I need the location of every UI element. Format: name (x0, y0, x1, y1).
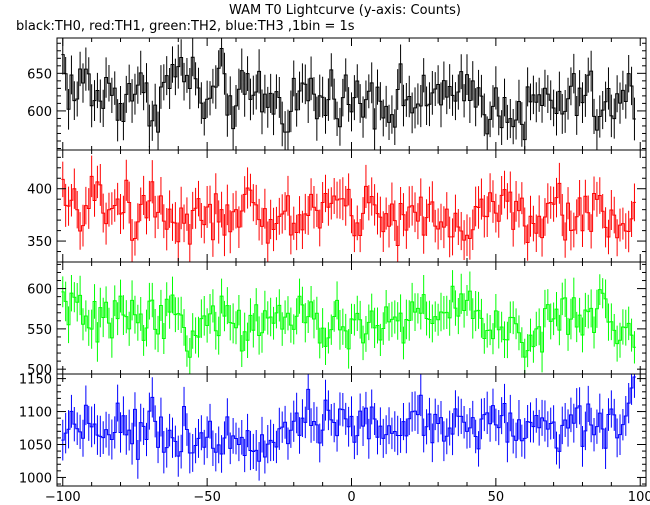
x-tick-label: −50 (193, 490, 220, 505)
x-tick-label: 0 (347, 490, 355, 505)
y-tick-label: 600 (27, 105, 52, 120)
x-axis: −100 −50 0 50 100 (45, 490, 650, 505)
series-errors (62, 270, 635, 374)
y-tick-label: 1100 (19, 406, 52, 421)
x-tick-label: −100 (45, 490, 81, 505)
series-line (61, 175, 636, 246)
y-tick-label: 650 (27, 67, 52, 82)
series-errors (62, 155, 635, 262)
y-tick-label: 350 (27, 235, 52, 250)
chart-subtitle: black:TH0, red:TH1, green:TH2, blue:TH3 … (16, 19, 355, 34)
y-tick-label: 1150 (19, 373, 52, 388)
panels-group: 600 650 350 400 500 550 600 1000 1050 1100 1150 (19, 37, 647, 487)
error-bars-th2 (61, 270, 636, 374)
error-bars-th1 (61, 155, 636, 262)
series-line (61, 285, 636, 358)
y-tick-label: 550 (27, 323, 52, 338)
chart-title: WAM T0 Lightcurve (y-axis: Counts) (229, 3, 461, 18)
panel-th2: 500 550 600 (27, 261, 647, 378)
panel-th3: 1000 1050 1100 1150 (19, 373, 647, 487)
series-line (61, 48, 636, 141)
series-line (61, 376, 636, 462)
x-tick-label: 50 (488, 490, 505, 505)
error-bars-th3 (61, 374, 636, 481)
panel-th0: 600 650 (27, 37, 647, 151)
series-errors (62, 374, 635, 481)
y-tick-label: 1000 (19, 471, 52, 486)
x-tick-label: 100 (628, 490, 650, 505)
panel-th1: 350 400 (27, 149, 647, 263)
y-tick-label: 500 (27, 363, 52, 378)
y-tick-label: 400 (27, 183, 52, 198)
y-tick-label: 600 (27, 283, 52, 298)
y-tick-label: 1050 (19, 438, 52, 453)
error-bars-th0 (61, 38, 636, 150)
